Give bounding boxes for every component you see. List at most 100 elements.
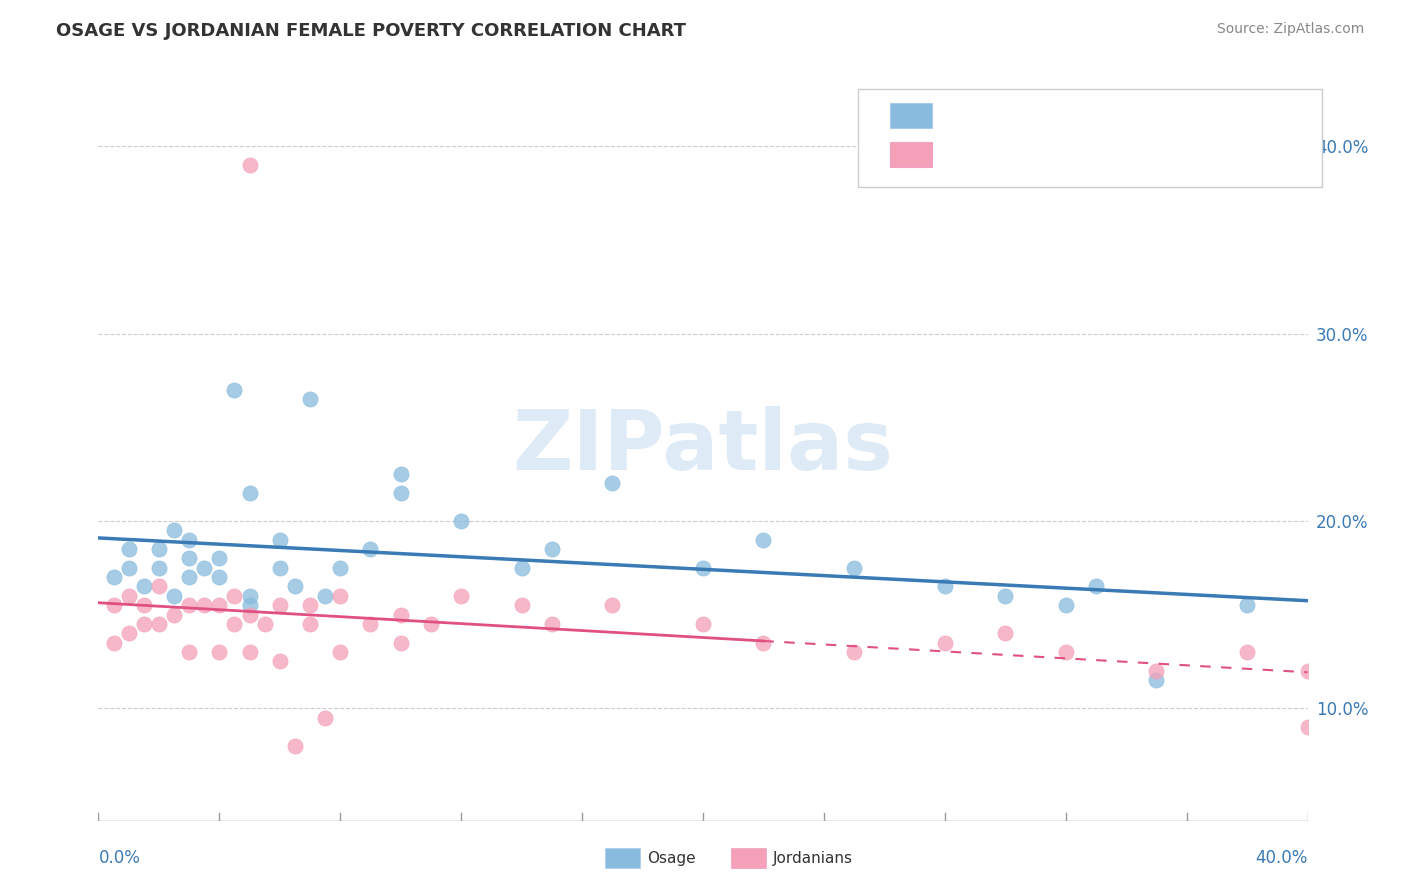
Point <box>844 645 866 659</box>
Text: -0.083: -0.083 <box>980 107 1039 125</box>
Point <box>132 599 155 613</box>
Point <box>208 599 231 613</box>
Point <box>1144 673 1167 688</box>
Point <box>329 561 352 575</box>
Point <box>253 617 276 632</box>
Point <box>224 617 246 632</box>
Point <box>934 635 956 649</box>
Point <box>224 589 246 603</box>
Text: 46: 46 <box>1107 145 1129 163</box>
Point <box>118 561 141 575</box>
Point <box>1236 645 1258 659</box>
Text: OSAGE VS JORDANIAN FEMALE POVERTY CORRELATION CHART: OSAGE VS JORDANIAN FEMALE POVERTY CORREL… <box>56 22 686 40</box>
Text: R =: R = <box>945 107 981 125</box>
Point <box>692 561 714 575</box>
Point <box>148 561 170 575</box>
Point <box>208 551 231 566</box>
Point <box>360 542 382 557</box>
Point <box>208 645 231 659</box>
Point <box>389 607 412 622</box>
Point <box>389 635 412 649</box>
Point <box>118 589 141 603</box>
Point <box>179 599 201 613</box>
Point <box>314 710 336 724</box>
Point <box>239 158 262 172</box>
Point <box>148 580 170 594</box>
Point <box>934 580 956 594</box>
Point <box>239 589 262 603</box>
Point <box>224 383 246 397</box>
Text: 0.0%: 0.0% <box>98 849 141 867</box>
Point <box>239 607 262 622</box>
Point <box>1085 580 1108 594</box>
Point <box>844 561 866 575</box>
Point <box>179 533 201 547</box>
Point <box>602 599 624 613</box>
Point <box>692 617 714 632</box>
Point <box>132 617 155 632</box>
Text: ZIPatlas: ZIPatlas <box>513 406 893 486</box>
Point <box>284 739 307 753</box>
Text: R =: R = <box>945 145 981 163</box>
Point <box>1054 645 1077 659</box>
Point <box>269 655 291 669</box>
Point <box>148 542 170 557</box>
Point <box>602 476 624 491</box>
Text: Osage: Osage <box>647 851 696 865</box>
Point <box>299 617 322 632</box>
Point <box>284 580 307 594</box>
Point <box>103 570 125 584</box>
Point <box>163 589 186 603</box>
Point <box>239 599 262 613</box>
Point <box>1144 664 1167 678</box>
Point <box>1236 599 1258 613</box>
Point <box>389 467 412 482</box>
Point <box>208 570 231 584</box>
Point <box>540 617 562 632</box>
Point <box>994 589 1017 603</box>
Point <box>239 645 262 659</box>
Point <box>329 645 352 659</box>
Point <box>420 617 443 632</box>
Point <box>148 617 170 632</box>
Point <box>239 486 262 500</box>
Point <box>118 542 141 557</box>
Point <box>1054 599 1077 613</box>
Point <box>1296 664 1319 678</box>
Point <box>118 626 141 640</box>
Text: 40: 40 <box>1107 107 1129 125</box>
Point <box>994 626 1017 640</box>
Point <box>450 514 472 528</box>
Point <box>752 635 775 649</box>
Point <box>163 523 186 537</box>
Point <box>163 607 186 622</box>
Point <box>389 486 412 500</box>
Point <box>193 599 215 613</box>
Point <box>752 533 775 547</box>
Text: N =: N = <box>1073 145 1109 163</box>
Point <box>329 589 352 603</box>
Point <box>193 561 215 575</box>
Point <box>103 635 125 649</box>
Point <box>132 580 155 594</box>
Text: Jordanians: Jordanians <box>773 851 853 865</box>
Text: Source: ZipAtlas.com: Source: ZipAtlas.com <box>1216 22 1364 37</box>
Point <box>510 561 533 575</box>
Point <box>1296 720 1319 734</box>
Point <box>314 589 336 603</box>
Text: -0.016: -0.016 <box>980 145 1039 163</box>
Text: 40.0%: 40.0% <box>1256 849 1308 867</box>
Point <box>103 599 125 613</box>
Point <box>299 392 322 407</box>
Point <box>179 570 201 584</box>
Point <box>269 561 291 575</box>
Point <box>510 599 533 613</box>
Point <box>179 645 201 659</box>
Point <box>450 589 472 603</box>
Point <box>179 551 201 566</box>
Point <box>360 617 382 632</box>
Point <box>269 533 291 547</box>
Point <box>269 599 291 613</box>
Text: N =: N = <box>1073 107 1109 125</box>
Point <box>540 542 562 557</box>
